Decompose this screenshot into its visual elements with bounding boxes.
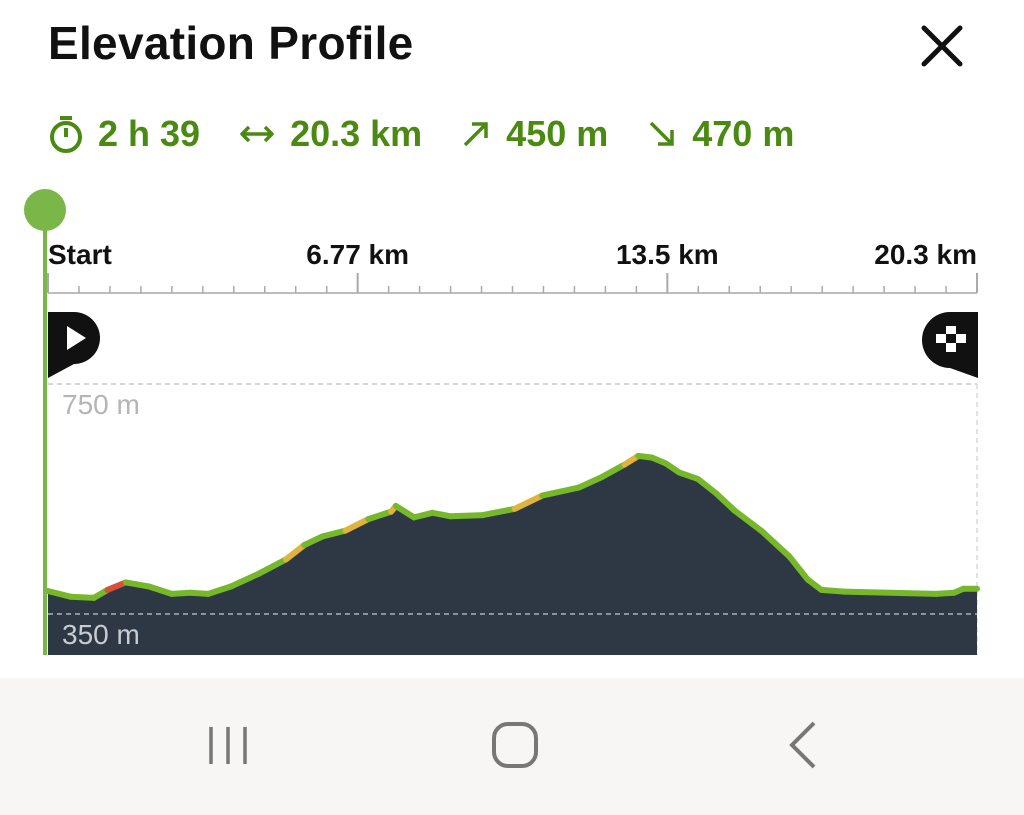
page-title: Elevation Profile <box>48 17 414 69</box>
close-button[interactable] <box>918 22 966 70</box>
arrow-up-right-icon <box>463 122 488 147</box>
elevation-plot: 750 m 350 m <box>45 383 980 655</box>
elevation-line-segment <box>411 509 436 521</box>
distance-value: 20.3 km <box>290 113 423 154</box>
stat-duration: 2 h 39 <box>48 113 200 155</box>
elevation-line-segment <box>479 505 518 519</box>
recent-apps-icon <box>209 727 247 764</box>
y-label-top: 750 m <box>62 389 140 420</box>
elevation-line-segment <box>841 588 893 596</box>
elevation-line-segment <box>228 570 262 590</box>
elevation-line-segment <box>342 516 372 534</box>
x-tick-label: 20.3 km <box>874 239 977 270</box>
elevation-line-segment <box>694 475 720 497</box>
back-button[interactable] <box>780 718 824 774</box>
elevation-line-segment <box>205 583 235 597</box>
ascent-value: 450 m <box>506 113 609 154</box>
elevation-line-segment <box>145 583 175 597</box>
elevation-area <box>48 455 977 655</box>
elevation-line-segment <box>786 553 811 583</box>
stat-descent: 470 m <box>646 113 794 155</box>
elevation-line-segment <box>168 589 193 597</box>
elevation-line-segment <box>539 484 582 499</box>
android-navigation-bar <box>0 678 1024 815</box>
slider-handle[interactable] <box>24 189 66 231</box>
elevation-line-segment <box>731 507 765 535</box>
elevation-line-segment <box>45 588 74 600</box>
x-tick-label: Start <box>48 239 112 270</box>
distance-axis: Start 6.77 km 13.5 km 20.3 km <box>47 239 978 294</box>
close-icon <box>921 25 963 67</box>
home-button[interactable] <box>490 720 542 772</box>
position-slider[interactable] <box>24 189 66 655</box>
elevation-line-segment <box>887 589 939 597</box>
elevation-line-segment <box>575 474 605 491</box>
elevation-line-segment <box>122 579 152 590</box>
elevation-line-segment <box>818 586 848 595</box>
back-icon <box>789 721 816 769</box>
elevation-line-segment <box>186 589 212 597</box>
elevation-line-segment <box>932 589 958 597</box>
stat-distance: 20.3 km <box>238 113 422 155</box>
elevation-line-segment <box>67 593 97 601</box>
elevation-line-segment <box>447 512 486 520</box>
start-marker[interactable] <box>48 312 100 378</box>
elevation-line-segment <box>511 492 546 512</box>
elevation-line-segment <box>301 533 326 548</box>
arrow-down-right-icon <box>650 121 674 146</box>
stat-ascent: 450 m <box>460 113 608 155</box>
elevation-line-segment <box>676 469 701 482</box>
elevation-line-segment <box>365 508 395 523</box>
elevation-line-segment <box>283 542 308 563</box>
stopwatch-icon <box>50 116 82 153</box>
duration-value: 2 h 39 <box>98 113 201 154</box>
left-right-arrow-icon <box>240 125 274 143</box>
elevation-line-segment <box>104 579 129 593</box>
elevation-line-segment <box>429 509 454 520</box>
elevation-line-segment <box>319 527 349 540</box>
y-label-bottom: 350 m <box>62 619 140 650</box>
elevation-line-segment <box>598 461 628 481</box>
x-tick-label: 6.77 km <box>306 239 409 270</box>
home-icon <box>492 722 538 768</box>
x-tick-label: 13.5 km <box>616 239 719 270</box>
recent-apps-button[interactable] <box>200 722 256 770</box>
elevation-chart[interactable]: Start 6.77 km 13.5 km 20.3 km 750 m 350 m <box>0 180 1024 660</box>
descent-value: 470 m <box>692 113 795 154</box>
elevation-line-segment <box>392 502 418 521</box>
elevation-line-segment <box>758 528 793 560</box>
elevation-line-segment <box>713 490 738 514</box>
route-stats: 2 h 39 20.3 km 450 m 470 m <box>48 108 832 160</box>
finish-marker[interactable] <box>922 312 978 378</box>
elevation-line-segment <box>255 556 289 577</box>
